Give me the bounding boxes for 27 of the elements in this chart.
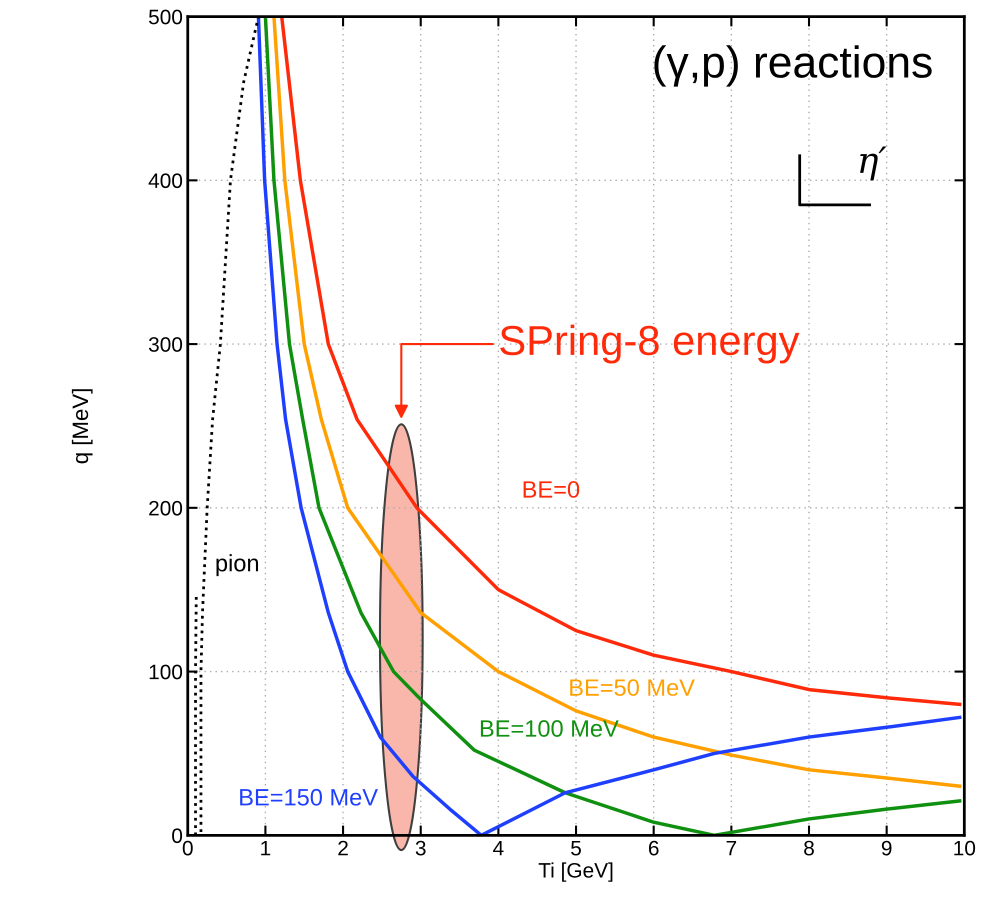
x-tick-label: 9 [882, 840, 892, 856]
annotation: (γ,p) reactions [654, 45, 932, 87]
y-tick-label: 200 [149, 500, 182, 516]
x-tick-label: 3 [416, 840, 426, 856]
x-tick-label: 10 [954, 840, 976, 856]
annotation: η′ [860, 146, 886, 180]
series-label: BE=150 MeV [240, 788, 378, 806]
y-axis-title: q [MeV] [72, 389, 93, 464]
y-tick-label: 400 [148, 173, 182, 188]
annotation: SPring-8 energy [500, 324, 800, 364]
y-tick-label: 100 [150, 664, 182, 680]
x-axis-title: Ti [GeV] [538, 862, 612, 882]
x-tick-label: 0 [182, 840, 193, 856]
y-tick-label: 500 [148, 10, 182, 24]
x-tick-label: 8 [804, 840, 814, 856]
x-tick-label: 5 [571, 840, 581, 856]
series-label: pion [216, 554, 258, 576]
y-tick-label: 300 [148, 337, 182, 352]
x-tick-label: 7 [726, 840, 736, 856]
y-tick-label: 0 [172, 828, 182, 844]
x-tick-label: 2 [338, 840, 348, 856]
text: BE=0 [524, 481, 580, 498]
x-tick-label: 1 [261, 840, 270, 856]
x-tick-label: 6 [648, 840, 659, 856]
series-label: BE=50 MeV [570, 679, 695, 696]
series-label: BE=100 MeV [480, 720, 619, 737]
x-tick-label: 4 [493, 840, 504, 856]
